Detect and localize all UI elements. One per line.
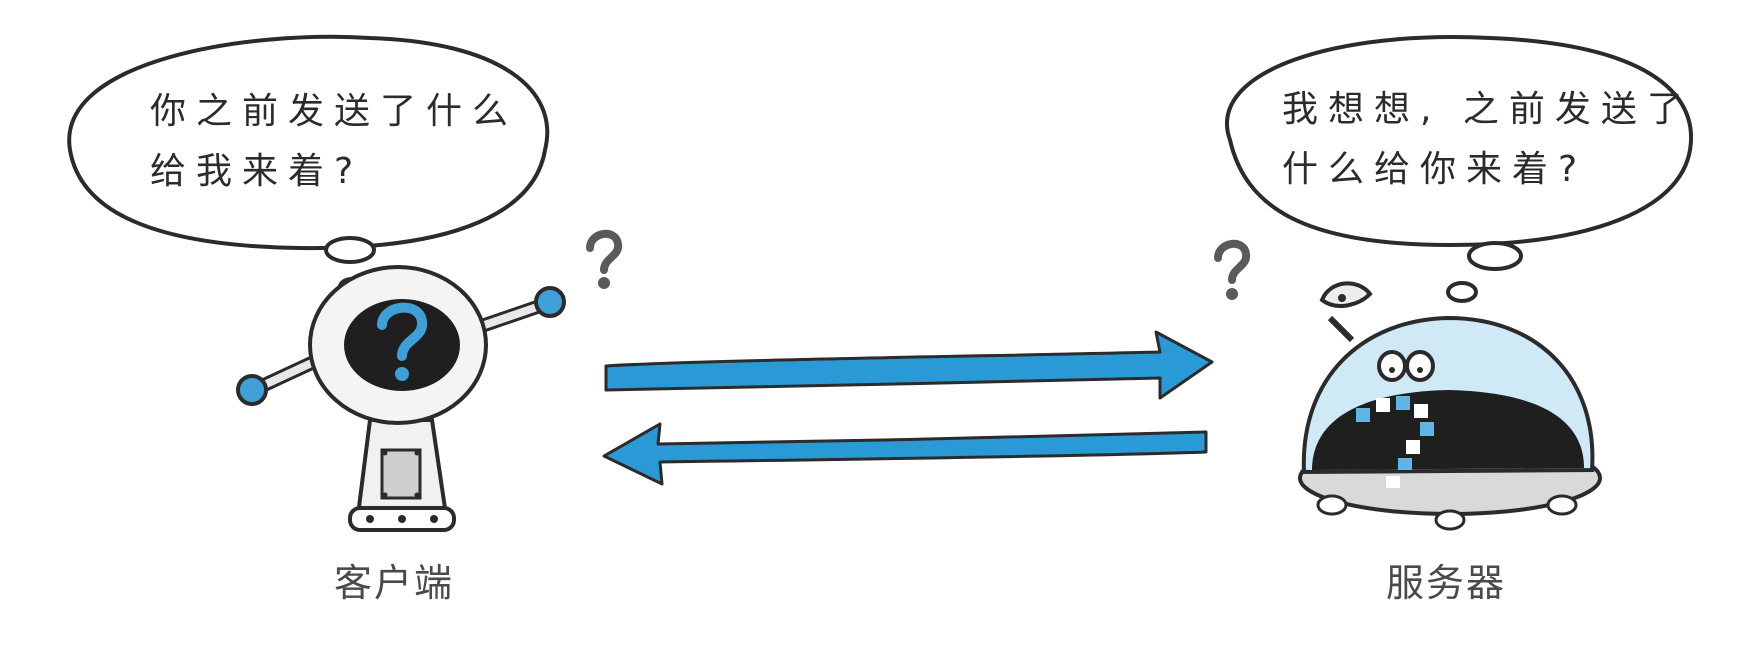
client-robot-icon xyxy=(236,265,566,532)
server-thought-dot-small xyxy=(1446,281,1478,303)
server-thought-text: 我想想, 之前发送了 什么给你来着? xyxy=(1282,80,1693,200)
server-question-mark-icon xyxy=(1214,240,1251,300)
client-question-mark-icon xyxy=(586,230,623,289)
client-thought-dot-large xyxy=(324,236,376,264)
server-thought-dot-large xyxy=(1467,241,1523,271)
server-thought-line-2: 什么给你来着? xyxy=(1282,149,1588,190)
server-robot-icon xyxy=(1298,281,1602,531)
server-thought-line-1: 我想想, 之前发送了 xyxy=(1282,89,1693,130)
client-thought-line-2: 给我来着? xyxy=(150,151,364,192)
server-label: 服务器 xyxy=(1386,561,1507,605)
request-arrow-icon xyxy=(604,330,1214,400)
client-label: 客户端 xyxy=(334,561,455,605)
client-thought-text: 你之前发送了什么 给我来着? xyxy=(150,82,518,202)
client-thought-bubble xyxy=(67,34,550,297)
server-thought-bubble xyxy=(1225,35,1694,303)
client-thought-line-1: 你之前发送了什么 xyxy=(150,91,519,132)
response-arrow-icon xyxy=(602,422,1208,486)
